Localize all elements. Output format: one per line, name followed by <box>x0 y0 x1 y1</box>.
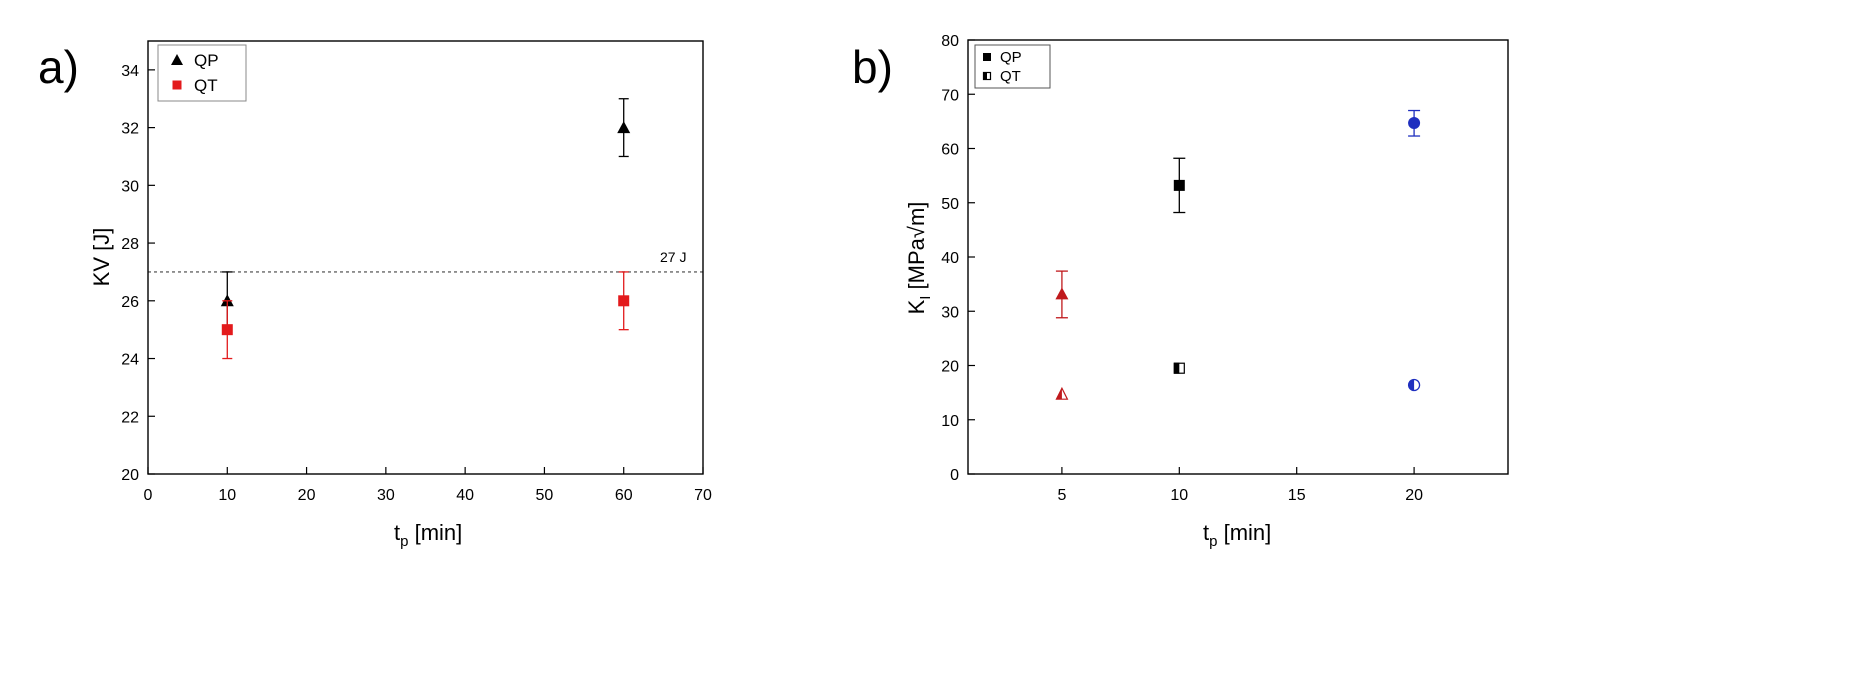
panel-b-point-qt <box>1055 386 1069 400</box>
panel-b-y-tick-label: 30 <box>941 304 959 321</box>
panel-b-point-qt <box>1173 362 1185 374</box>
panel-a-y-tick-label: 30 <box>121 178 139 195</box>
panel-b-point-qt <box>1407 378 1421 392</box>
panel-b-plot-frame <box>967 39 1509 475</box>
panel-a-point-qt <box>618 295 630 307</box>
panel-b-label: b) <box>852 41 893 93</box>
panel-b-y-tick-label: 50 <box>941 196 959 213</box>
panel-a-y-tick-label: 24 <box>121 352 139 369</box>
panel-b-legend-box <box>974 44 1051 89</box>
panel-a-legend: QP QT <box>157 44 247 102</box>
panel-b-legend: QP QT <box>974 44 1051 89</box>
panel-a-label: a) <box>38 41 79 93</box>
panel-b-y-tick-label: 60 <box>941 142 959 159</box>
panel-a-x-tick-label: 0 <box>144 487 153 504</box>
panel-a-y-tick-label: 32 <box>121 121 139 138</box>
panel-a-legend-qp-marker <box>171 54 183 65</box>
panel-a-point-qp <box>617 121 631 134</box>
panel-a-y-tick-label: 26 <box>121 294 139 311</box>
panel-b-y-tick-label: 0 <box>950 467 959 484</box>
panel-a-reference-label: 27 J <box>660 249 686 265</box>
panel-b-legend-qt-marker <box>982 71 992 81</box>
panel-b-y-tick-label: 20 <box>941 359 959 376</box>
panel-b-y-axis-label: KI [MPa√m] <box>904 202 934 315</box>
panel-b-legend-qp-marker <box>983 53 991 61</box>
panel-b-x-tick-label: 10 <box>1170 487 1188 504</box>
panel-a-y-tick-label: 34 <box>121 63 139 80</box>
panel-a-x-tick-label: 20 <box>298 487 316 504</box>
panel-b-x-tick-label: 20 <box>1405 487 1423 504</box>
panel-a-x-tick-label: 70 <box>694 487 712 504</box>
panel-a-legend-qp: QP <box>194 51 219 70</box>
panel-b-point-qt-fill <box>1056 388 1062 400</box>
panel-a-legend-qt: QT <box>194 76 218 95</box>
panel-b-legend-qp: QP <box>1000 49 1022 66</box>
panel-b-x-axis-label: tp [min] <box>1203 520 1271 550</box>
panel-b-y-tick-label: 80 <box>941 33 959 50</box>
panel-b-y-tick-label: 10 <box>941 413 959 430</box>
panel-b-point-qp <box>1173 179 1185 191</box>
panel-b-x-tick-label: 5 <box>1057 487 1066 504</box>
panel-a-x-axis-label: tp [min] <box>394 520 462 550</box>
panel-a-legend-box <box>157 44 247 102</box>
panel-a-x-tick-label: 50 <box>536 487 554 504</box>
panel-a-x-tick-label: 10 <box>218 487 236 504</box>
panel-a-y-tick-label: 22 <box>121 409 139 426</box>
panel-b-x-tick-label: 15 <box>1288 487 1306 504</box>
panel-b-point-qt-fill <box>1173 362 1180 374</box>
panel-b-legend-qt-marker-fill <box>983 72 987 80</box>
panel-a-x-tick-label: 60 <box>615 487 633 504</box>
panel-a-y-tick-label: 20 <box>121 467 139 484</box>
panel-a-kv-chart: a) 0 10 20 30 40 50 60 70 20 22 24 26 28 30 32 34 QP Q… <box>38 40 712 550</box>
panel-b-y-tick-label: 70 <box>941 87 959 104</box>
panel-b-ki-chart: b) 5 10 15 20 0 10 20 30 40 50 60 70 80 QP QT tp [m… <box>852 33 1509 550</box>
panel-a-x-tick-label: 40 <box>456 487 474 504</box>
panel-a-plot-frame <box>147 40 704 475</box>
panel-b-point-qp <box>1408 117 1421 130</box>
panel-a-y-axis-label: KV [J] <box>89 228 114 287</box>
panel-a-point-qt <box>221 324 233 336</box>
panel-b-point-qt-fill <box>1408 379 1415 391</box>
panel-a-y-tick-label: 28 <box>121 236 139 253</box>
panel-a-x-tick-label: 30 <box>377 487 395 504</box>
panel-b-legend-qt: QT <box>1000 68 1021 85</box>
panel-a-legend-qt-marker <box>172 80 182 90</box>
panel-b-point-qp <box>1055 287 1069 300</box>
panel-b-y-tick-label: 40 <box>941 250 959 267</box>
